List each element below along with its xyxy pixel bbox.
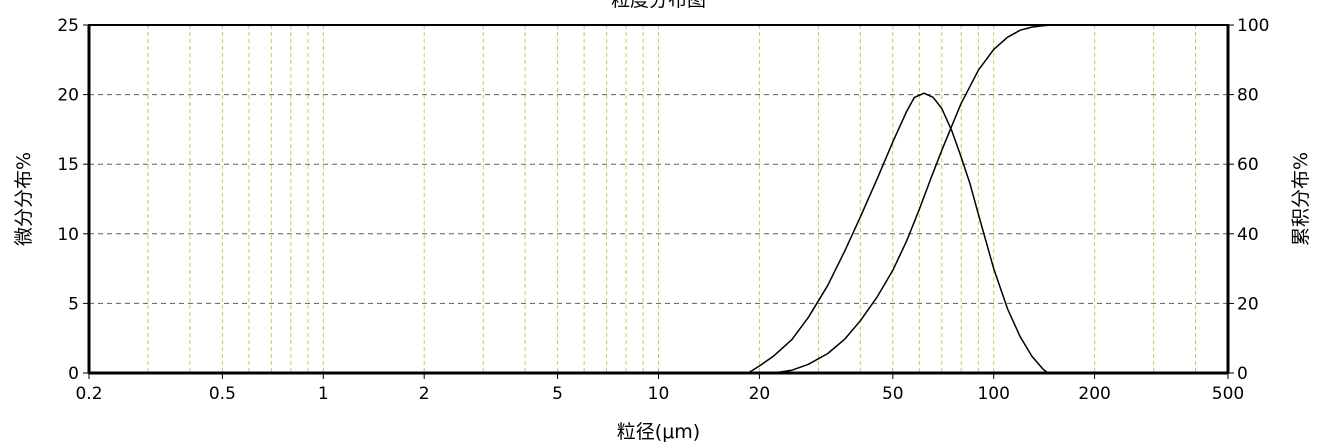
y-tick-label: 10 [57,225,79,245]
y2-tick-label: 0 [1237,364,1248,384]
x-tick-label: 500 [1212,384,1244,404]
x-tick-label: 50 [882,384,904,404]
y2-tick-label: 80 [1237,86,1259,106]
x-tick-label: 200 [1078,384,1110,404]
y-tick-label: 0 [68,364,79,384]
chart-title: 粒度分布图 [611,0,706,11]
x-tick-label: 2 [419,384,430,404]
x-tick-label: 0.5 [209,384,236,404]
x-tick-label: 20 [749,384,771,404]
axis-layer: 0.2 0.5 1 2 5 10 20 50 100 200 5000510152025020406… [57,16,1269,404]
y-tick-label: 5 [68,294,79,314]
y2-tick-label: 20 [1237,294,1259,314]
y2-tick-label: 100 [1237,16,1269,36]
x-tick-label: 5 [552,384,563,404]
grid-layer [89,25,1228,373]
x-tick-label: 10 [648,384,670,404]
differential-distribution-line [747,92,1049,374]
y-tick-label: 20 [57,86,79,106]
x-tick-label: 0.2 [75,384,102,404]
y2-tick-label: 40 [1237,225,1259,245]
x-tick-label: 1 [318,384,329,404]
y2-tick-label: 60 [1237,155,1259,175]
y-axis-label: 微分分布% [13,152,35,246]
x-axis-label: 粒径(μm) [617,421,700,442]
x-tick-label: 100 [977,384,1009,404]
cumulative-distribution-line [773,24,1228,374]
y-tick-label: 15 [57,155,79,175]
y-tick-label: 25 [57,16,79,36]
y2-axis-label: 累积分布% [1290,152,1312,246]
series-layer [747,24,1228,374]
